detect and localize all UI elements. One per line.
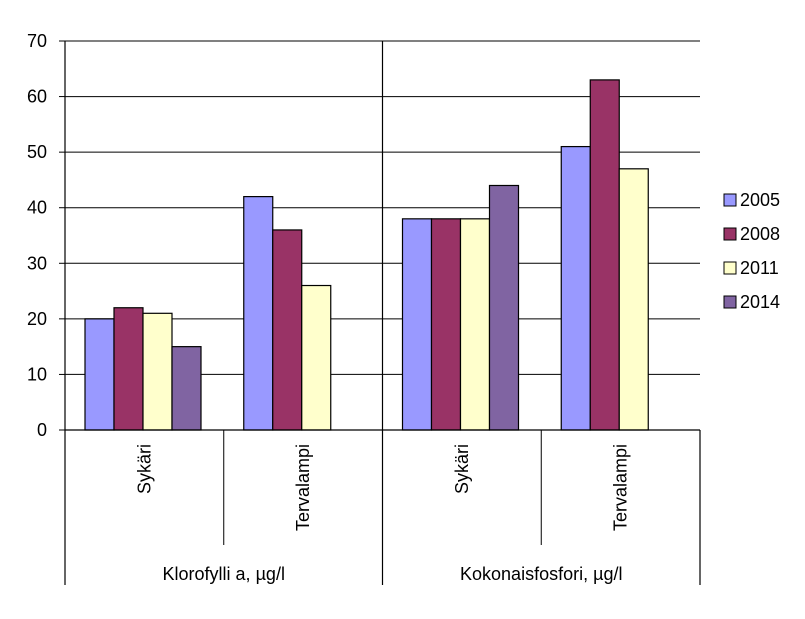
legend-label-2014: 2014 [740, 292, 780, 312]
y-tick-label: 10 [27, 364, 47, 384]
bar-2011-3 [459, 218, 491, 431]
bar-2008-4 [589, 79, 620, 431]
bar-2008-1 [113, 307, 144, 431]
bar-2014-1 [171, 346, 202, 431]
legend: 2005 2008 2011 2014 [723, 190, 780, 312]
bar-2005-1 [84, 318, 115, 431]
group-label: Klorofylli a, µg/l [163, 564, 285, 584]
legend-label-2011: 2011 [740, 258, 779, 278]
bar-2005-4 [560, 145, 591, 431]
group-label: Kokonaisfosfori, µg/l [460, 564, 622, 584]
y-tick-label: 20 [27, 309, 47, 329]
category-label: Sykäri [134, 444, 154, 494]
y-tick-label: 70 [27, 31, 47, 51]
axes [59, 40, 701, 585]
bar-2011-2 [301, 284, 332, 431]
bar-2014-3 [488, 184, 520, 431]
bar-2011-1 [142, 312, 173, 431]
y-tick-label: 0 [37, 420, 47, 440]
legend-swatch-2005 [723, 193, 737, 207]
legend-label-2005: 2005 [740, 190, 780, 210]
legend-swatch-2014 [723, 295, 737, 309]
bar-2008-2 [272, 229, 303, 431]
y-tick-label: 50 [27, 142, 47, 162]
bars [84, 79, 649, 431]
y-tick-label: 40 [27, 198, 47, 218]
bar-2008-3 [430, 218, 462, 431]
y-tick-label: 60 [27, 87, 47, 107]
bar-2005-3 [401, 218, 433, 431]
category-label: Sykäri [452, 444, 472, 494]
category-label: Tervalampi [611, 444, 631, 531]
y-tick-label: 30 [27, 253, 47, 273]
y-tick-labels: 0 10 20 30 40 50 60 70 [27, 31, 47, 440]
legend-label-2008: 2008 [740, 224, 780, 244]
category-label: Tervalampi [293, 444, 313, 531]
category-labels: Sykäri Tervalampi Sykäri Tervalampi Klorofyl… [134, 444, 630, 584]
bar-2005-2 [243, 196, 274, 431]
legend-swatch-2011 [723, 261, 737, 275]
bar-2011-4 [618, 168, 649, 431]
legend-swatch-2008 [723, 227, 737, 241]
